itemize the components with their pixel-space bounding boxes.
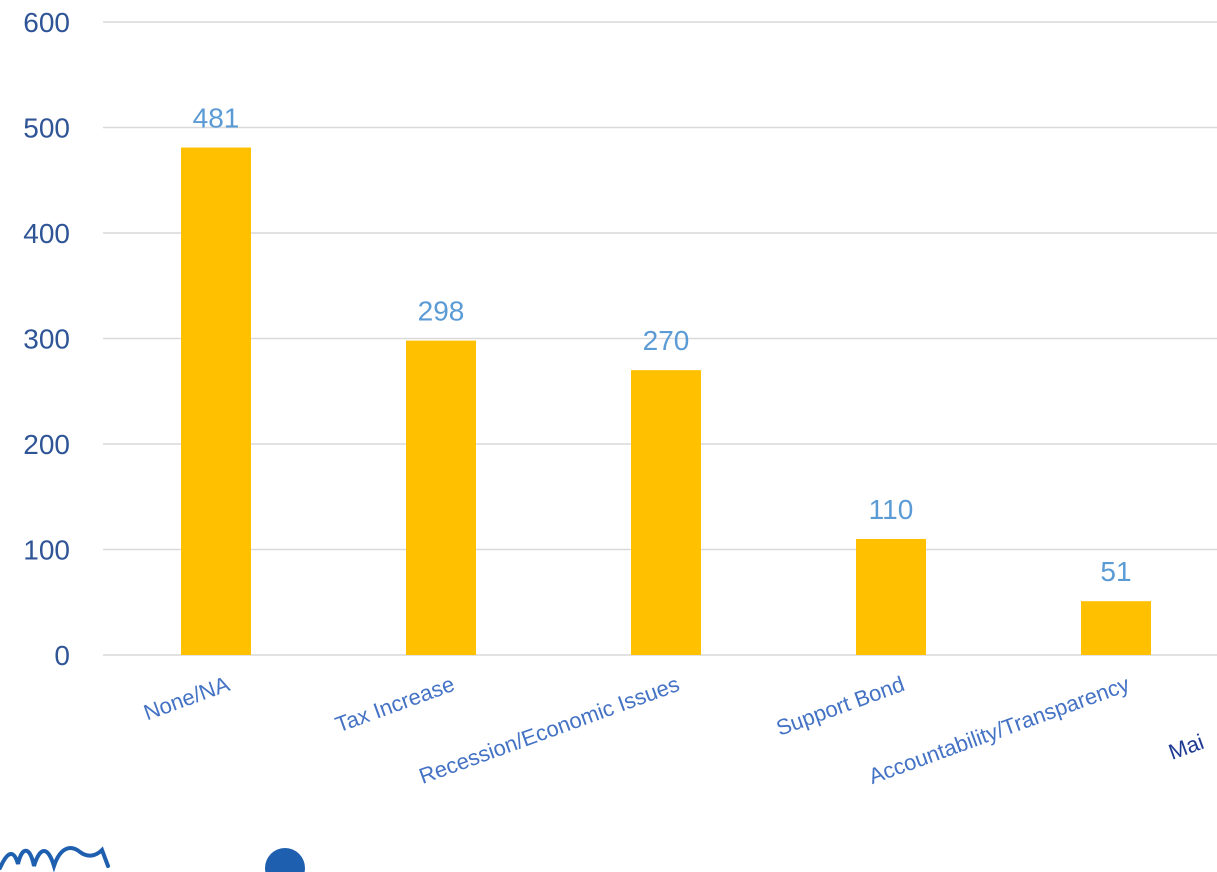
logo-script-mark bbox=[0, 846, 110, 872]
logo-fragment bbox=[0, 846, 305, 872]
clipped-category-label: Mai bbox=[1165, 729, 1207, 765]
x-category-label: Support Bond bbox=[773, 671, 908, 741]
y-tick-label: 500 bbox=[23, 113, 70, 144]
bar-value-label: 481 bbox=[193, 103, 240, 134]
bar bbox=[181, 147, 251, 656]
y-tick-label: 600 bbox=[23, 7, 70, 38]
x-category-label: Recession/Economic Issues bbox=[416, 671, 683, 789]
bar-value-label: 51 bbox=[1100, 556, 1131, 587]
y-tick-label: 0 bbox=[54, 640, 70, 671]
bar bbox=[1081, 601, 1151, 655]
bar bbox=[406, 340, 476, 655]
x-category-label: None/NA bbox=[140, 671, 233, 725]
y-tick-label: 100 bbox=[23, 535, 70, 566]
y-tick-label: 400 bbox=[23, 218, 70, 249]
bars bbox=[181, 147, 1151, 656]
bar-value-label: 110 bbox=[869, 494, 914, 525]
bar-value-label: 298 bbox=[418, 296, 465, 327]
y-tick-label: 200 bbox=[23, 429, 70, 460]
data-labels: 481 298 270 110 51 bbox=[193, 103, 1132, 588]
bar bbox=[856, 538, 926, 655]
y-axis-tick-labels: 0 100 200 300 400 500 600 bbox=[23, 7, 70, 671]
bar bbox=[631, 370, 701, 655]
logo-dot-icon bbox=[265, 848, 305, 872]
x-category-label: Tax Increase bbox=[332, 671, 458, 737]
bar-value-label: 270 bbox=[643, 325, 690, 356]
y-tick-label: 300 bbox=[23, 324, 70, 355]
